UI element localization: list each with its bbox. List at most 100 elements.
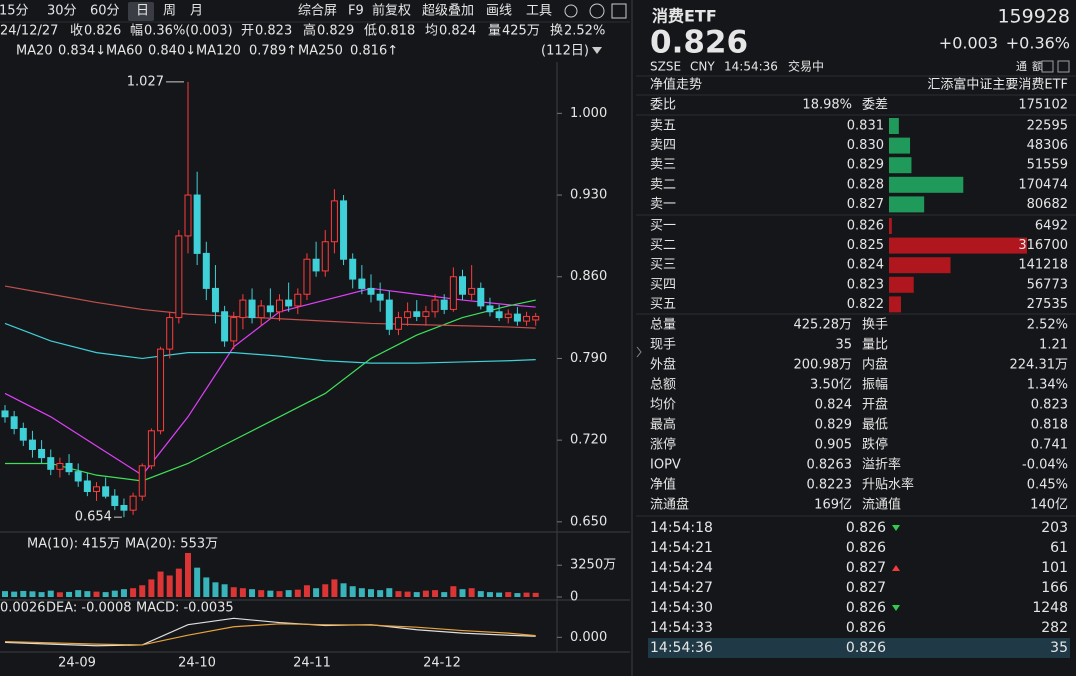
volume-bar (267, 590, 274, 597)
stat-label: 内盘 (862, 357, 888, 373)
candle-body (431, 299, 439, 313)
info-label: 收 (70, 24, 83, 39)
macd-line (4, 617, 536, 647)
settings-icon[interactable] (564, 4, 578, 18)
info-label: 量 (488, 24, 501, 39)
ma-name: MA250 (298, 44, 343, 59)
tick-time: 14:54:24 (650, 560, 713, 576)
candle-body (459, 276, 466, 295)
stat-value: 0.8223 (807, 478, 853, 493)
tick-arrow-down (892, 525, 900, 531)
period-tab[interactable]: 月 (190, 4, 203, 19)
volume-bar (285, 590, 292, 597)
candle-body (157, 348, 165, 432)
tick-time: 14:54:27 (650, 580, 713, 596)
book-price: 0.829 (847, 158, 884, 173)
low-label: 0.654 (75, 510, 112, 525)
ma-value: 0.789↑ (249, 44, 297, 59)
volume-bar (459, 589, 466, 597)
book-price: 0.826 (847, 219, 884, 234)
info-value: 0.823 (255, 24, 292, 39)
info-label: 开 (241, 24, 254, 39)
volume-bar (331, 579, 338, 597)
ma-value: 0.816↑ (350, 44, 398, 59)
panel-lines (636, 75, 1076, 517)
volume-bar (20, 590, 27, 597)
candle-body (47, 457, 55, 470)
stat-value: 1.34% (1027, 378, 1068, 393)
stat-label: 总量 (650, 318, 676, 333)
candle-body (340, 200, 348, 260)
book-volume: 27535 (1027, 297, 1068, 312)
book-volume: 48306 (1027, 138, 1068, 153)
book-price: 0.831 (847, 119, 884, 134)
nav-trend[interactable]: 净值走势 (650, 77, 702, 93)
volume-bar (111, 590, 118, 597)
collapse-icon[interactable] (636, 346, 642, 358)
period-tab[interactable]: 60分 (90, 4, 120, 19)
volume-bar (340, 583, 347, 597)
stat-value: 18.98% (802, 98, 852, 113)
badge-icon[interactable] (1057, 60, 1070, 73)
candle-body (276, 299, 283, 313)
tool-button[interactable]: 超级叠加 (422, 4, 474, 19)
stat-value: 2.52% (1027, 318, 1068, 333)
info-value: 425万 (502, 24, 540, 39)
candle-body (404, 311, 412, 319)
tool-button[interactable]: F9 (348, 4, 364, 19)
book-price: 0.825 (847, 238, 884, 253)
volume-bar (194, 567, 201, 597)
book-bar (889, 276, 914, 293)
stat-value: 0.829 (815, 418, 852, 433)
ma-name: MA120 (196, 44, 241, 59)
tool-button[interactable]: 综合屏 (298, 4, 337, 19)
tick-time: 14:54:21 (650, 540, 713, 556)
tick-time: 14:54:33 (650, 620, 713, 636)
book-bar (889, 118, 899, 134)
candle-body (330, 200, 338, 243)
volume-bar (2, 591, 8, 597)
ma-line (5, 299, 536, 482)
stat-label: 最高 (650, 417, 676, 433)
volume-bar (496, 592, 503, 597)
period-tab[interactable]: 30分 (47, 4, 77, 19)
status: SZSE (650, 60, 681, 74)
range-selector[interactable]: (112日) (541, 44, 589, 59)
book-price: 0.824 (847, 258, 884, 273)
candle-body (166, 317, 174, 350)
y-tick-label: 0.860 (570, 269, 607, 284)
x-tick-label: 24-12 (423, 656, 461, 671)
volume-bar (66, 591, 73, 597)
status: 交易中 (788, 59, 824, 74)
dropdown-icon[interactable] (592, 47, 602, 54)
badge-icon[interactable] (1041, 60, 1054, 73)
period-tab[interactable]: 15分 (0, 4, 29, 19)
help-icon[interactable] (589, 3, 605, 19)
candle-body (184, 194, 192, 237)
high-label: 1.027 (127, 74, 164, 89)
book-bar (889, 237, 1027, 254)
volume-bar (303, 585, 310, 597)
candle-body (19, 427, 27, 441)
period-tab[interactable]: 日 (136, 4, 149, 19)
volume-legend: MA(20): 553万 (125, 537, 218, 552)
layout-icon[interactable] (611, 3, 627, 19)
book-volume: 316700 (1018, 238, 1068, 253)
stat-label: 振幅 (862, 378, 888, 393)
volume-bar (422, 590, 429, 597)
ma-value: 0.834↓ (58, 44, 106, 59)
stat-label: 跌停 (862, 437, 888, 453)
tool-button[interactable]: 工具 (526, 4, 552, 19)
stat-label: 换手 (862, 318, 888, 333)
info-value: 0.36%(0.003) (144, 24, 233, 39)
candle-body (385, 299, 393, 330)
period-tab[interactable]: 周 (163, 4, 176, 19)
stat-label: 量比 (862, 338, 888, 353)
info-value: 0.818 (378, 24, 415, 39)
stat-value: 0.8263 (807, 458, 853, 473)
tool-button[interactable]: 画线 (486, 4, 512, 19)
tick-time: 14:54:18 (650, 520, 713, 536)
candle-body (468, 287, 476, 295)
tool-button[interactable]: 前复权 (372, 3, 411, 19)
